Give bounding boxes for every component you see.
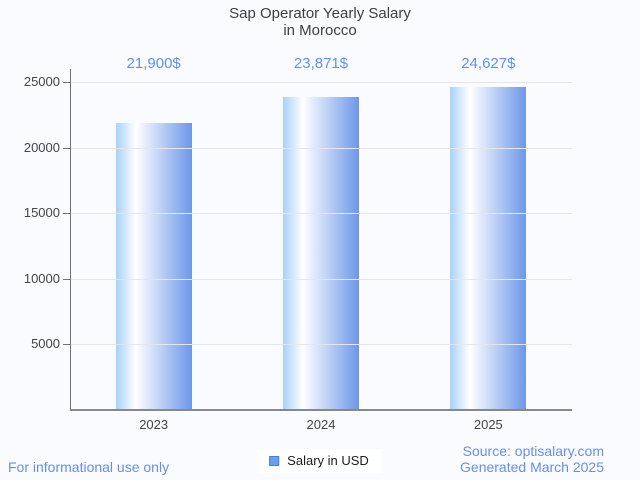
y-axis-tick xyxy=(63,82,70,84)
bar-value-annotation: 21,900$ xyxy=(126,55,181,72)
generated-line: Generated March 2025 xyxy=(460,459,604,475)
x-axis-label: 2024 xyxy=(306,417,336,432)
source-line: Source: optisalary.com xyxy=(462,443,604,459)
gridline xyxy=(70,344,572,346)
y-axis-label: 15000 xyxy=(23,205,60,221)
chart-title-line1: Sap Operator Yearly Salary xyxy=(229,5,411,22)
x-axis-line xyxy=(70,409,572,411)
bar xyxy=(450,87,527,410)
disclaimer-text: For informational use only xyxy=(8,459,170,475)
gridline xyxy=(70,213,572,215)
x-axis-label: 2023 xyxy=(139,417,169,432)
y-axis-tick xyxy=(63,147,70,149)
gridline xyxy=(70,278,572,280)
bar-value-annotation: 24,627$ xyxy=(461,55,516,72)
y-axis-line xyxy=(70,69,71,410)
bar xyxy=(283,96,359,410)
x-axis-label: 2025 xyxy=(473,417,503,432)
y-axis-label: 20000 xyxy=(23,139,60,155)
legend: Salary in USD xyxy=(259,449,381,473)
chart-title: Sap Operator Yearly Salary in Morocco xyxy=(0,5,640,39)
y-axis-tick xyxy=(63,344,70,346)
y-axis-label: 10000 xyxy=(23,270,60,286)
y-axis-tick xyxy=(63,278,70,280)
y-axis-tick xyxy=(63,213,70,215)
gridline xyxy=(70,82,572,84)
gridline xyxy=(70,147,572,149)
bar-value-annotation: 23,871$ xyxy=(293,55,349,72)
legend-swatch-square-icon xyxy=(269,455,280,466)
source-attribution: Source: optisalary.com Generated March 2… xyxy=(460,443,604,475)
y-axis-label: 5000 xyxy=(31,336,60,352)
chart-title-line2: in Morocco xyxy=(283,22,357,39)
y-axis-label: 25000 xyxy=(23,74,60,90)
legend-label: Salary in USD xyxy=(287,453,369,468)
bar xyxy=(115,122,192,410)
